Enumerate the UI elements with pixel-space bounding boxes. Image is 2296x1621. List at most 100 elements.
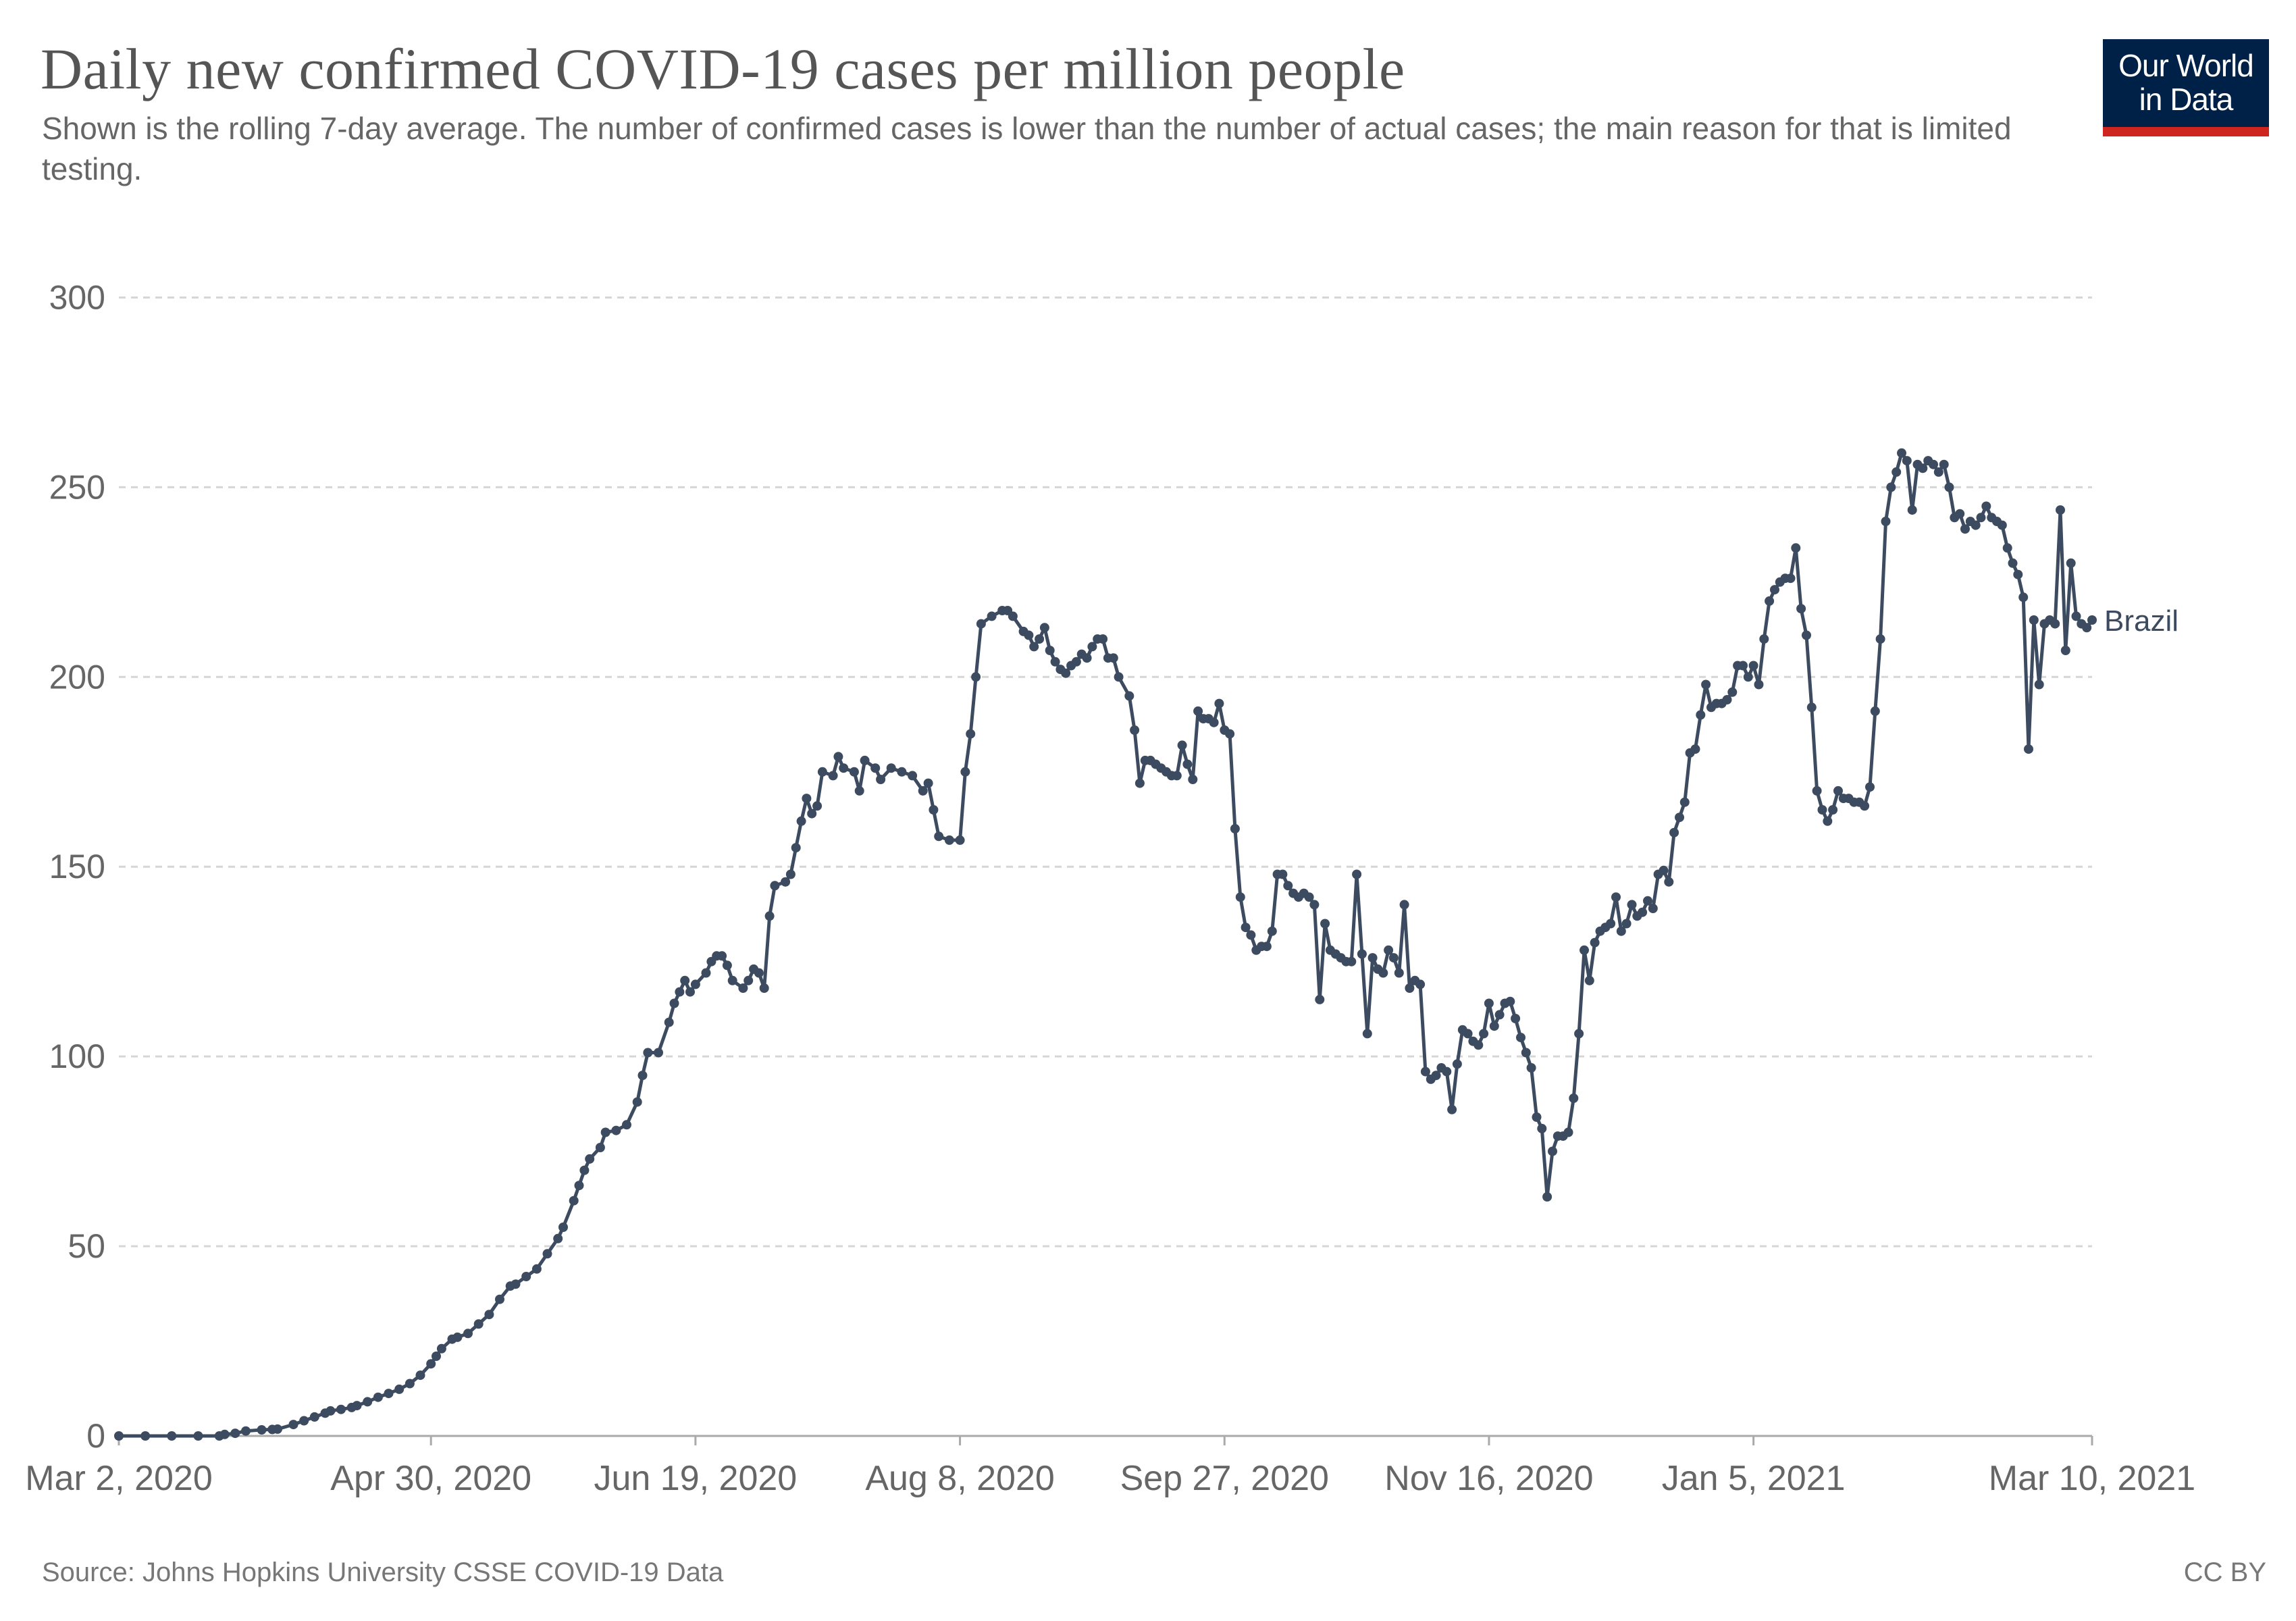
data-point [1235,892,1245,902]
data-point [1082,653,1092,663]
data-point [727,975,737,985]
data-point [241,1426,251,1436]
data-point [1616,926,1626,936]
data-point [722,960,732,971]
data-point [1347,956,1357,967]
data-point [1431,1071,1441,1081]
data-point [770,881,780,891]
data-point [955,835,965,845]
data-point [384,1389,394,1399]
data-point [1939,459,1949,469]
data-point [1193,706,1203,716]
data-point [1981,501,1991,511]
x-tick-label-6: Jan 5, 2021 [1662,1459,1846,1498]
data-point [2018,592,2029,602]
owid-logo[interactable]: Our World in Data [2103,39,2269,136]
data-point [1770,585,1779,595]
data-point [1679,797,1690,807]
data-point [1061,668,1071,678]
data-point [1108,653,1118,663]
data-point [817,767,827,777]
y-tick-label-0: 0 [86,1417,105,1455]
y-tick-label-50: 50 [68,1227,105,1265]
x-tick-label-5: Nov 16, 2020 [1384,1459,1593,1498]
data-point [1722,695,1732,704]
data-point [1891,467,1902,477]
data-point [426,1359,436,1369]
data-point [1241,923,1251,933]
x-tick-label-0: Mar 2, 2020 [25,1459,213,1498]
data-point [1124,691,1134,701]
license-link[interactable]: CC BY [2183,1558,2266,1587]
data-point [759,983,769,993]
data-point [685,987,695,997]
data-point [1463,1029,1473,1039]
data-point [1473,1040,1484,1050]
data-point [1574,1029,1584,1039]
data-point [1971,520,1981,530]
data-point [352,1401,362,1411]
data-point [574,1181,584,1191]
data-point [944,835,954,845]
chart-subtitle: Shown is the rolling 7-day average. The … [42,111,2012,186]
x-tick-label-7: Mar 10, 2021 [1989,1459,2195,1498]
data-point [1521,1048,1531,1058]
data-point [531,1264,542,1274]
series-brazil[interactable]: Brazil [114,448,2178,1441]
data-point [1802,630,1811,640]
data-point [405,1379,415,1389]
data-point [219,1429,230,1439]
data-point [415,1370,425,1381]
data-point [1172,771,1182,781]
x-tick-label-3: Aug 8, 2020 [865,1459,1054,1498]
data-point [1447,1104,1457,1114]
data-point [1833,786,1843,796]
data-point [1664,877,1674,887]
data-point [1944,482,1954,492]
data-point [1489,1021,1499,1031]
data-point [987,611,997,621]
data-point [1548,1146,1557,1156]
logo-line-2: in Data [2139,82,2234,117]
data-point [1748,661,1758,671]
data-point [595,1143,605,1152]
data-point [2071,611,2081,621]
data-point [839,763,849,773]
data-point [1659,865,1669,875]
data-point [966,729,976,739]
grid-lines [119,296,2092,1247]
data-point [167,1431,177,1441]
y-tick-label-250: 250 [49,468,105,506]
series-line-brazil [119,451,2094,1438]
data-point [828,771,838,781]
data-point [1933,467,1943,477]
data-point [1606,919,1616,929]
data-point [1675,813,1684,823]
data-point [1817,805,1827,815]
data-point [1209,717,1219,727]
data-point [1304,892,1314,902]
data-point [833,752,843,762]
data-point [1388,953,1399,963]
data-point [1024,630,1034,640]
data-point [1367,953,1378,963]
data-point [791,843,801,853]
data-point [542,1249,552,1259]
data-point [553,1233,563,1243]
x-tick-label-1: Apr 30, 2020 [330,1459,531,1498]
data-point [764,911,775,921]
logo-line-1: Our World [2118,48,2254,83]
data-point [257,1425,267,1435]
data-point [1791,543,1801,553]
data-point [1394,968,1404,978]
data-point [1484,998,1494,1008]
data-point [1320,919,1330,929]
data-point [1627,900,1637,910]
data-point [2034,679,2044,690]
data-point [934,831,944,842]
data-point [521,1272,531,1281]
data-point [632,1097,642,1107]
data-point [1569,1093,1579,1103]
data-point [1812,786,1822,796]
